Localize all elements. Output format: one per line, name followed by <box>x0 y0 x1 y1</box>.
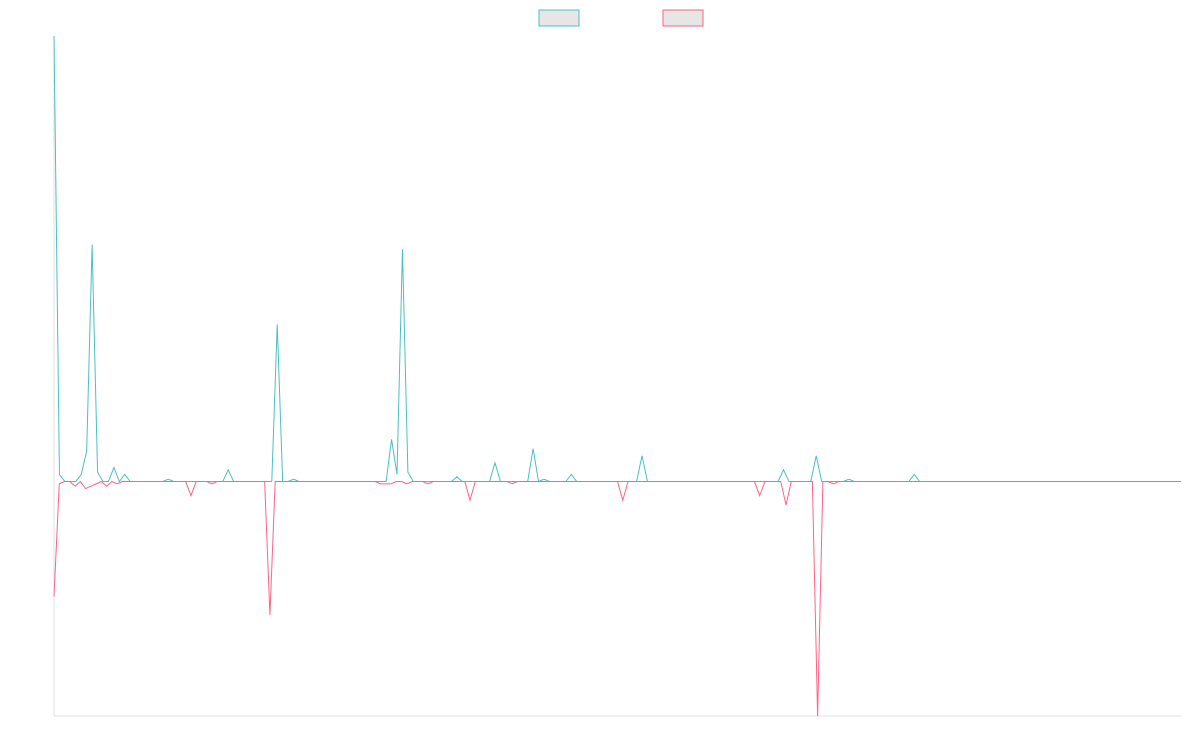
series-2-line <box>53 480 1181 717</box>
legend-item-series-1[interactable] <box>538 9 580 27</box>
legend-swatch-series-2 <box>662 9 704 27</box>
series-1-line <box>53 35 1181 483</box>
axes <box>53 36 1181 717</box>
legend-swatch-series-1 <box>538 9 580 27</box>
legend <box>538 9 704 27</box>
plot-area <box>53 35 1181 717</box>
legend-item-series-2[interactable] <box>662 9 704 27</box>
